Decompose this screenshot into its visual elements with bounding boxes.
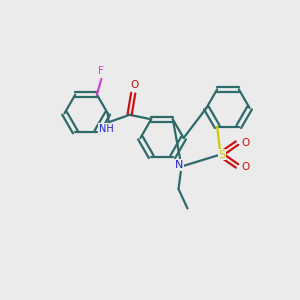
Text: O: O <box>130 80 139 90</box>
Text: S: S <box>218 149 226 160</box>
Text: NH: NH <box>99 124 114 134</box>
Text: O: O <box>241 137 250 148</box>
Text: F: F <box>98 67 104 76</box>
Text: N: N <box>175 160 183 170</box>
Text: O: O <box>241 161 250 172</box>
